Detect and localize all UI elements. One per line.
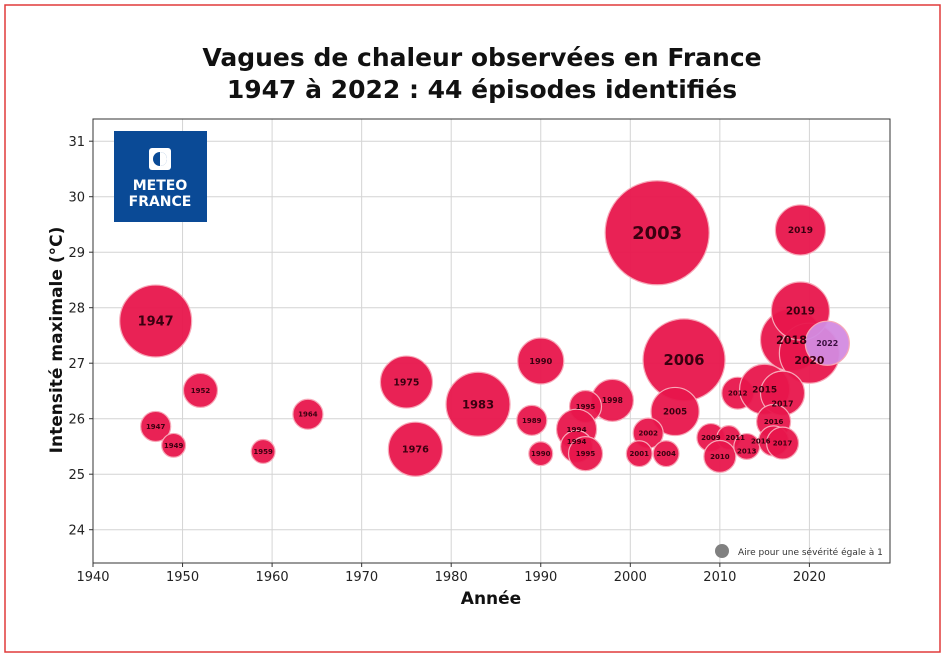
bubble-1949 — [161, 432, 187, 458]
bubble-label: 2001 — [630, 450, 650, 458]
bubble-label: 1947 — [138, 315, 174, 330]
bubble-label: 2018 — [776, 334, 807, 347]
legend-marker — [715, 544, 729, 558]
bubble-label: 1994 — [567, 425, 587, 434]
bubble-label: 1990 — [529, 356, 552, 366]
y-tick-label: 29 — [68, 246, 85, 261]
bubble-label: 2015 — [752, 385, 777, 395]
bubble-label: 2020 — [794, 354, 824, 367]
bubble-label: 1995 — [576, 450, 596, 458]
y-tick-label: 25 — [68, 468, 85, 483]
x-tick-label: 1940 — [76, 570, 109, 585]
bubble-1983 — [445, 371, 511, 437]
x-tick-label: 1970 — [345, 570, 378, 585]
y-tick-label: 28 — [68, 302, 85, 317]
bubble-1989 — [516, 404, 548, 436]
bubble-2022 — [804, 320, 850, 366]
x-tick-label: 1990 — [524, 570, 557, 585]
bubble-label: 2002 — [638, 430, 658, 438]
x-tick-label: 1980 — [435, 570, 468, 585]
y-tick-label: 27 — [68, 357, 85, 372]
plot-frame — [92, 118, 891, 564]
bubble-label: 1964 — [298, 411, 318, 419]
bubble-2001 — [625, 440, 653, 468]
bubble-label: 2022 — [816, 339, 838, 348]
bubble-label: 1990 — [531, 450, 551, 458]
x-tick-label: 2000 — [614, 570, 647, 585]
bubble-label: 2004 — [656, 450, 676, 458]
meteo-france-logo: METEO FRANCE — [114, 131, 207, 222]
bubble-1995 — [567, 436, 604, 472]
bubble-label: 2010 — [710, 453, 730, 461]
bubble-2017 — [765, 426, 800, 460]
x-tick-label: 2010 — [703, 570, 736, 585]
y-tick-label: 26 — [68, 413, 85, 428]
legend: Aire pour une sévérité égale à 1 — [715, 544, 883, 558]
bubble-1975 — [379, 355, 434, 409]
y-tick-label: 24 — [68, 524, 85, 539]
bubble-label: 2019 — [786, 306, 815, 318]
y-tick-label: 31 — [68, 135, 85, 150]
bubble-label: 1976 — [402, 445, 429, 456]
bubble-label: 2005 — [663, 408, 687, 418]
bubble-1964 — [292, 398, 324, 430]
bubble-1947 — [119, 284, 193, 358]
logo-line2: FRANCE — [129, 194, 192, 210]
bubble-label: 1989 — [522, 417, 542, 425]
bubble-label: 1959 — [253, 448, 273, 456]
bubble-1947 — [140, 410, 172, 443]
y-tick-label: 30 — [68, 191, 85, 206]
bubble-2019 — [774, 204, 827, 256]
bubble-label: 1994 — [567, 438, 587, 446]
x-tick-label: 2020 — [793, 570, 826, 585]
bubble-label: 1947 — [146, 423, 166, 431]
chart-title-line2: 1947 à 2022 : 44 épisodes identifiés — [227, 75, 737, 104]
y-axis-label: Intensité maximale (°C) — [47, 227, 67, 454]
bubble-label: 1995 — [576, 403, 596, 411]
x-tick-label: 1950 — [166, 570, 199, 585]
bubble-label: 2013 — [737, 448, 757, 456]
bubble-label: 1975 — [393, 377, 419, 388]
bubble-label: 2006 — [664, 352, 705, 369]
bubble-2004 — [652, 440, 680, 468]
bubble-label: 1952 — [191, 387, 211, 395]
bubble-label: 2019 — [788, 226, 813, 236]
bubble-label: 2003 — [632, 223, 682, 244]
bubble-label: 1998 — [602, 396, 623, 405]
chart-title-line1: Vagues de chaleur observées en France — [202, 43, 761, 72]
legend-label: Aire pour une sévérité égale à 1 — [738, 547, 883, 558]
bubble-1976 — [387, 421, 444, 477]
bubble-label: 2016 — [764, 418, 784, 426]
bubble-label: 2011 — [725, 434, 745, 442]
bubble-label: 1949 — [164, 442, 184, 450]
bubble-label: 2009 — [701, 434, 721, 442]
bubble-1990 — [517, 337, 565, 385]
bubble-label: 2017 — [773, 440, 793, 448]
bubble-2010 — [703, 439, 737, 474]
logo-line1: METEO — [133, 178, 188, 194]
bubble-1952 — [182, 372, 219, 408]
x-axis-label: Année — [461, 589, 521, 609]
bubble-label: 1983 — [462, 397, 494, 411]
bubble-1990 — [528, 441, 554, 467]
bubble-2005 — [650, 386, 700, 437]
bubble-1959 — [250, 438, 276, 464]
bubble-label: 2012 — [728, 390, 748, 398]
bubble-label: 2016 — [751, 437, 771, 445]
bubble-label: 2017 — [772, 400, 794, 409]
x-tick-label: 1960 — [256, 570, 289, 585]
bubble-2003 — [604, 180, 710, 286]
